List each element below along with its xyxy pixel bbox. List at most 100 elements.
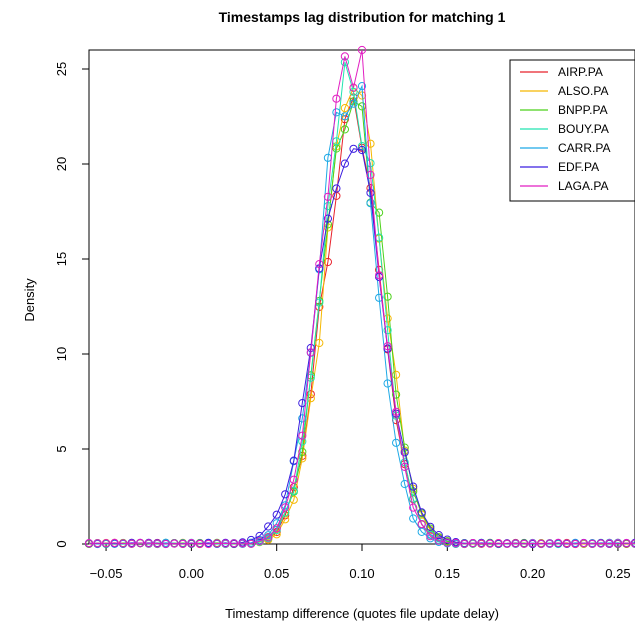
y-tick-label: 10 bbox=[54, 347, 69, 361]
data-point bbox=[511, 539, 520, 548]
data-point bbox=[153, 539, 162, 548]
data-point bbox=[554, 538, 563, 548]
legend: AIRP.PA ALSO.PA BNPP.PA BOUY.PA CARR.PA EDF.P… bbox=[509, 59, 635, 202]
data-point bbox=[596, 539, 606, 548]
x-tick-label: 0.00 bbox=[179, 566, 204, 581]
data-point bbox=[127, 539, 136, 548]
data-point bbox=[417, 527, 426, 537]
data-point bbox=[306, 348, 315, 357]
data-point bbox=[340, 159, 349, 168]
data-point bbox=[144, 539, 153, 548]
series-line bbox=[88, 148, 635, 545]
data-point bbox=[332, 108, 341, 117]
y-axis-label: Density bbox=[22, 278, 37, 322]
data-point bbox=[409, 514, 418, 523]
data-point bbox=[375, 208, 384, 217]
data-point bbox=[349, 99, 358, 108]
data-point bbox=[366, 139, 375, 148]
data-point bbox=[392, 390, 401, 399]
data-point bbox=[298, 431, 307, 440]
data-point bbox=[272, 510, 281, 519]
data-point bbox=[409, 503, 418, 512]
data-point bbox=[93, 539, 102, 548]
data-point bbox=[613, 539, 623, 548]
data-point bbox=[357, 145, 367, 155]
legend-label: BNPP.PA bbox=[558, 103, 608, 117]
data-point bbox=[494, 539, 503, 548]
data-point bbox=[119, 539, 128, 548]
x-tick-label: 0.10 bbox=[349, 566, 374, 581]
data-point bbox=[306, 394, 315, 403]
series-layer bbox=[84, 45, 635, 549]
data-point bbox=[375, 293, 384, 302]
data-point bbox=[315, 338, 324, 348]
data-point bbox=[340, 125, 349, 134]
data-point bbox=[451, 538, 460, 548]
data-point bbox=[349, 144, 358, 153]
chart-title: Timestamps lag distribution for matching… bbox=[219, 9, 506, 25]
data-point bbox=[417, 508, 426, 517]
data-point bbox=[392, 407, 401, 416]
data-point bbox=[323, 214, 332, 223]
data-point bbox=[588, 539, 597, 548]
data-point bbox=[323, 257, 332, 267]
x-tick-label: 0.20 bbox=[520, 566, 545, 581]
data-point bbox=[272, 519, 281, 528]
data-point bbox=[426, 522, 435, 531]
legend-label: AIRP.PA bbox=[558, 65, 603, 79]
y-tick-label: 0 bbox=[54, 540, 69, 547]
data-point bbox=[221, 539, 230, 548]
data-point bbox=[366, 199, 375, 208]
data-point bbox=[477, 539, 486, 548]
legend-box bbox=[509, 59, 635, 202]
data-point bbox=[434, 536, 443, 545]
data-point bbox=[323, 192, 332, 201]
data-point bbox=[187, 539, 196, 548]
y-tick-label: 5 bbox=[54, 445, 69, 452]
data-point bbox=[485, 539, 495, 548]
data-point bbox=[562, 539, 571, 548]
legend-label: BOUY.PA bbox=[558, 122, 609, 136]
data-point bbox=[161, 539, 170, 549]
data-point bbox=[383, 292, 392, 301]
data-point bbox=[426, 532, 435, 541]
data-point bbox=[264, 531, 273, 540]
data-point bbox=[315, 260, 324, 269]
y-tick-label: 25 bbox=[54, 62, 69, 76]
series-edf-pa bbox=[84, 144, 635, 549]
x-axis: −0.05 0.00 0.05 0.10 0.15 0.20 0.25 bbox=[90, 543, 631, 581]
data-point bbox=[170, 539, 179, 548]
data-point bbox=[281, 503, 290, 512]
data-point bbox=[528, 539, 537, 548]
data-point bbox=[238, 539, 247, 548]
data-point bbox=[443, 535, 452, 544]
data-point bbox=[255, 537, 264, 546]
data-point bbox=[264, 522, 273, 531]
x-tick-label: 0.05 bbox=[264, 566, 289, 581]
data-point bbox=[520, 539, 529, 548]
legend-label: EDF.PA bbox=[558, 160, 599, 174]
series-laga-pa bbox=[84, 45, 635, 549]
data-point bbox=[357, 82, 367, 91]
data-point bbox=[383, 342, 392, 351]
data-point bbox=[298, 414, 307, 423]
data-point bbox=[460, 539, 469, 549]
x-tick-label: 0.15 bbox=[435, 566, 460, 581]
data-point bbox=[409, 482, 418, 491]
data-point bbox=[281, 501, 290, 510]
data-point bbox=[102, 539, 111, 548]
data-point bbox=[136, 538, 145, 548]
data-point bbox=[366, 170, 375, 179]
data-point bbox=[605, 539, 614, 548]
data-point bbox=[630, 539, 635, 548]
data-point bbox=[212, 539, 222, 548]
x-tick-label: 0.25 bbox=[605, 566, 630, 581]
y-tick-label: 15 bbox=[54, 252, 69, 266]
data-point bbox=[229, 539, 239, 548]
x-tick-label: −0.05 bbox=[90, 566, 123, 581]
x-axis-label: Timestamp difference (quotes file update… bbox=[225, 606, 499, 621]
data-point bbox=[434, 531, 443, 540]
data-point bbox=[340, 112, 349, 121]
data-point bbox=[264, 533, 273, 542]
